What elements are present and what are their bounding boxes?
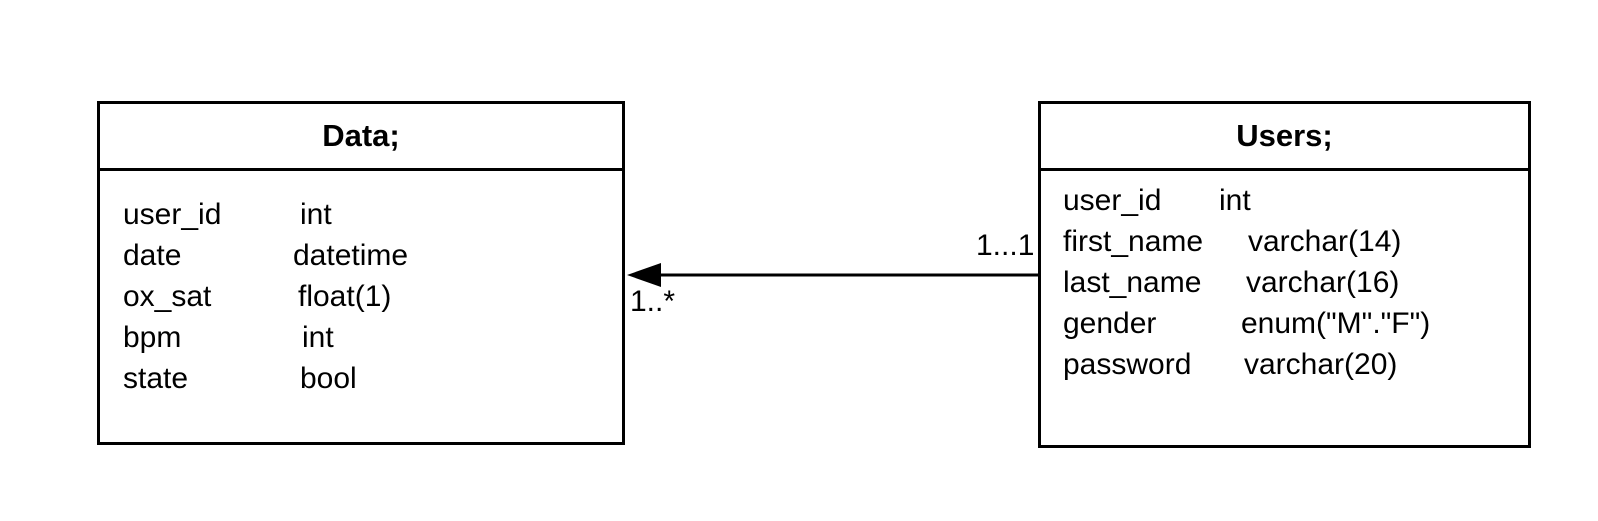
field-type: varchar(20) xyxy=(1244,348,1398,381)
target-multiplicity-label: 1..* xyxy=(630,285,676,318)
data-entity-title: Data; xyxy=(100,104,622,171)
relationship-arrowhead xyxy=(627,263,661,287)
source-multiplicity-label: 1...1 xyxy=(976,229,1035,262)
field-name: state xyxy=(123,362,189,395)
field-name: first_name xyxy=(1063,225,1204,258)
field-name: password xyxy=(1063,348,1192,381)
users-entity-title: Users; xyxy=(1041,104,1528,171)
field-type: float(1) xyxy=(298,280,392,313)
field-type: varchar(16) xyxy=(1246,266,1400,299)
field-type: int xyxy=(1219,184,1251,217)
field-name: bpm xyxy=(123,321,182,354)
users-entity[interactable]: Users; user_id int first_name varchar(14… xyxy=(1038,101,1531,448)
field-type: int xyxy=(302,321,334,354)
field-type: int xyxy=(300,198,332,231)
field-type: varchar(14) xyxy=(1248,225,1402,258)
field-name: date xyxy=(123,239,182,272)
field-type: enum("M"."F") xyxy=(1241,307,1431,340)
data-entity[interactable]: Data; user_id int date datetime ox_sat f… xyxy=(97,101,625,445)
field-type: datetime xyxy=(293,239,409,272)
field-name: user_id xyxy=(1063,184,1162,217)
field-name: user_id xyxy=(123,198,222,231)
field-name: gender xyxy=(1063,307,1157,340)
field-name: last_name xyxy=(1063,266,1202,299)
field-type: bool xyxy=(300,362,357,395)
field-name: ox_sat xyxy=(123,280,212,313)
